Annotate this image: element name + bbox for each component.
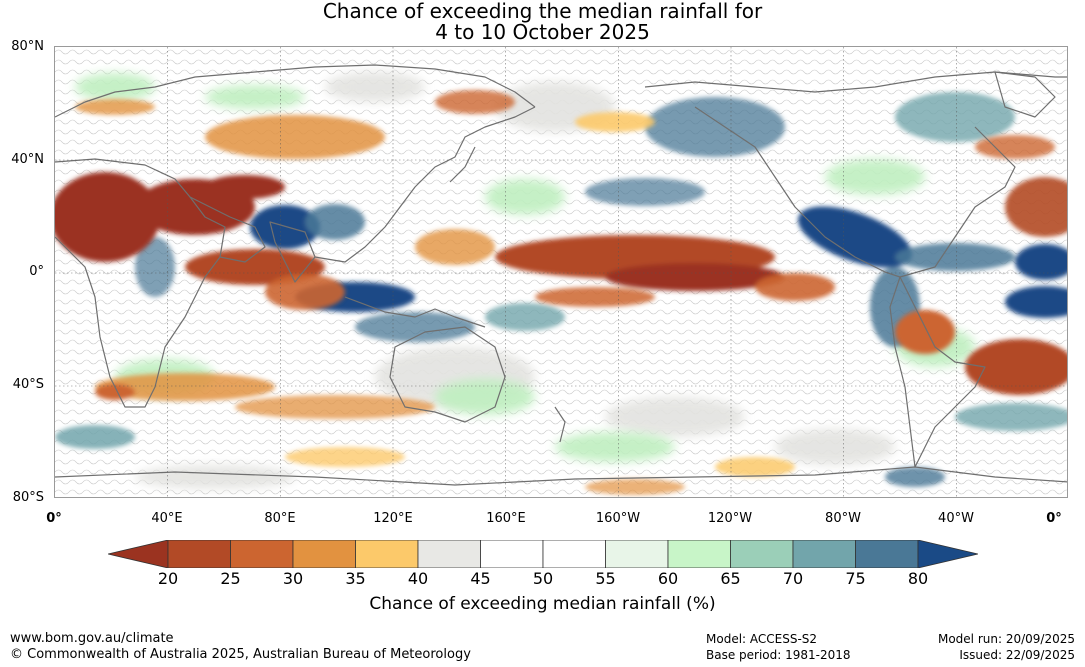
lat-label-0: 0° xyxy=(29,264,44,279)
colorbar-cell xyxy=(855,540,919,568)
lon-label-80w: 80°W xyxy=(825,511,861,526)
colorbar-cell xyxy=(792,540,856,568)
colorbar-tick-label: 65 xyxy=(720,569,741,588)
lon-label-160w: 160°W xyxy=(595,511,641,526)
colorbar-cell xyxy=(480,540,544,568)
wet-regions xyxy=(55,92,1067,487)
colorbar-tick-label: 45 xyxy=(470,569,491,588)
colorbar-extend-low xyxy=(108,540,169,568)
colorbar-tick-label: 60 xyxy=(657,569,679,588)
footer-model-run: Model run: 20/09/2025 xyxy=(937,632,1075,646)
lon-label-160e: 160°E xyxy=(486,511,526,526)
lat-label-80s: 80°S xyxy=(12,490,44,505)
colorbar-cell xyxy=(605,540,669,568)
colorbar-tick-label: 75 xyxy=(845,569,866,588)
lat-label-80n: 80°N xyxy=(11,39,44,54)
light-green-patches xyxy=(75,73,975,462)
colorbar-tick-label: 20 xyxy=(157,569,179,588)
colorbar xyxy=(108,540,978,568)
colorbar-tick-label: 35 xyxy=(345,569,366,588)
colorbar-cell xyxy=(292,540,356,568)
colorbar-cell xyxy=(230,540,294,568)
colorbar-cell xyxy=(542,540,606,568)
colorbar-tick-label: 40 xyxy=(407,569,429,588)
colorbar-label: Chance of exceeding median rainfall (%) xyxy=(369,594,716,614)
colorbar-tick-label: 25 xyxy=(220,569,241,588)
dry-regions xyxy=(55,90,1067,495)
colorbar-extend-high xyxy=(917,540,978,568)
colorbar-cell xyxy=(355,540,419,568)
lat-label-40n: 40°N xyxy=(11,152,44,167)
lat-label-40s: 40°S xyxy=(12,377,44,392)
colorbar-tick-label: 30 xyxy=(282,569,304,588)
lon-label-120e: 120°E xyxy=(373,511,413,526)
lon-label-120w: 120°W xyxy=(707,511,753,526)
map-title-line1: Chance of exceeding the median rainfall … xyxy=(322,0,763,23)
lon-label-0-east: 0° xyxy=(1046,511,1062,526)
lon-label-0-west: 0° xyxy=(46,511,62,526)
map-canvas xyxy=(55,47,1067,497)
colorbar-tick-label: 55 xyxy=(595,569,616,588)
map-title-line2: 4 to 10 October 2025 xyxy=(435,20,650,44)
footer-copyright: © Commonwealth of Australia 2025, Austra… xyxy=(10,647,471,662)
lon-label-40w: 40°W xyxy=(938,511,974,526)
colorbar-tick-label: 70 xyxy=(782,569,804,588)
colorbar-tick-label: 50 xyxy=(532,569,554,588)
footer-base-period: Base period: 1981-2018 xyxy=(706,648,851,662)
colorbar-cell xyxy=(167,540,231,568)
footer-url: www.bom.gov.au/climate xyxy=(10,631,174,646)
lon-label-80e: 80°E xyxy=(264,511,296,526)
lon-label-40e: 40°E xyxy=(151,511,183,526)
colorbar-cell xyxy=(417,540,481,568)
coastlines xyxy=(55,64,1067,486)
colorbar-tick-label: 80 xyxy=(907,569,929,588)
rainfall-probability-map xyxy=(54,46,1068,498)
footer-issued: Issued: 22/09/2025 xyxy=(959,648,1075,662)
colorbar-cell xyxy=(730,540,794,568)
colorbar-cell xyxy=(667,540,731,568)
graticule xyxy=(55,47,1067,497)
footer-model: Model: ACCESS-S2 xyxy=(706,632,818,646)
